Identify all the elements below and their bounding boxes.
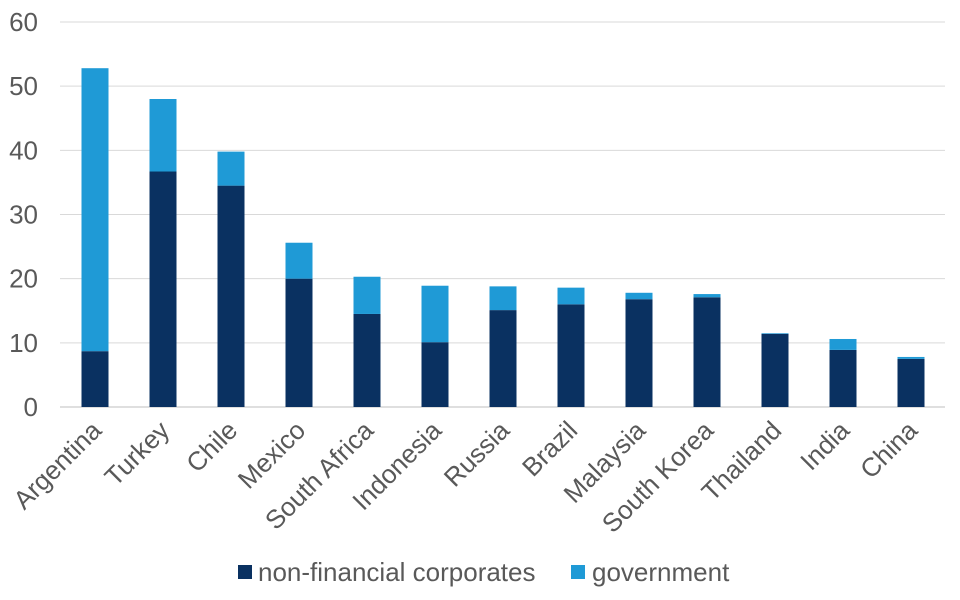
y-tick-label: 40 [9, 135, 38, 165]
legend-label: non-financial corporates [258, 557, 536, 587]
y-tick-label: 30 [9, 200, 38, 230]
x-tick-label: Turkey [99, 415, 176, 492]
bar-government-south-africa [353, 276, 381, 314]
bar-government-brazil [557, 287, 585, 305]
bar-corporates-argentina [81, 351, 109, 407]
bar-corporates-brazil [557, 304, 585, 407]
bar-corporates-china [897, 358, 925, 407]
bar-government-indonesia [421, 285, 449, 343]
bar-government-south-korea [693, 294, 721, 298]
bar-government-china [897, 356, 925, 359]
legend-swatch [238, 565, 252, 579]
gridlines [60, 21, 945, 408]
bar-corporates-malaysia [625, 299, 653, 407]
bar-government-russia [489, 286, 517, 311]
x-tick-label: Argentina [7, 415, 107, 515]
y-tick-label: 20 [9, 264, 38, 294]
legend: non-financial corporates government [238, 557, 730, 587]
y-axis-tick-labels: 0 10 20 30 40 50 60 [9, 7, 38, 422]
bar-corporates-india [829, 349, 857, 407]
y-tick-label: 10 [9, 328, 38, 358]
x-tick-label: Chile [180, 415, 243, 478]
y-tick-label: 50 [9, 71, 38, 101]
y-tick-label: 0 [24, 392, 38, 422]
legend-swatch [571, 565, 585, 579]
y-tick-label: 60 [9, 7, 38, 37]
bar-corporates-turkey [149, 171, 177, 407]
x-tick-label: China [854, 415, 924, 485]
bar-corporates-thailand [761, 333, 789, 407]
bars [81, 68, 925, 407]
legend-label: government [592, 557, 730, 587]
x-tick-label: India [794, 415, 855, 476]
bar-corporates-indonesia [421, 342, 449, 407]
bar-corporates-mexico [285, 278, 313, 407]
bar-government-india [829, 338, 857, 350]
bar-corporates-south-korea [693, 297, 721, 407]
bar-corporates-chile [217, 185, 245, 407]
bar-government-argentina [81, 68, 109, 352]
bar-government-turkey [149, 99, 177, 172]
x-tick-label: Russia [438, 415, 516, 493]
bar-government-mexico [285, 242, 313, 279]
bar-corporates-russia [489, 310, 517, 407]
bar-government-thailand [761, 333, 789, 334]
bar-corporates-south-africa [353, 313, 381, 407]
bar-government-malaysia [625, 292, 653, 300]
bar-government-chile [217, 151, 245, 186]
